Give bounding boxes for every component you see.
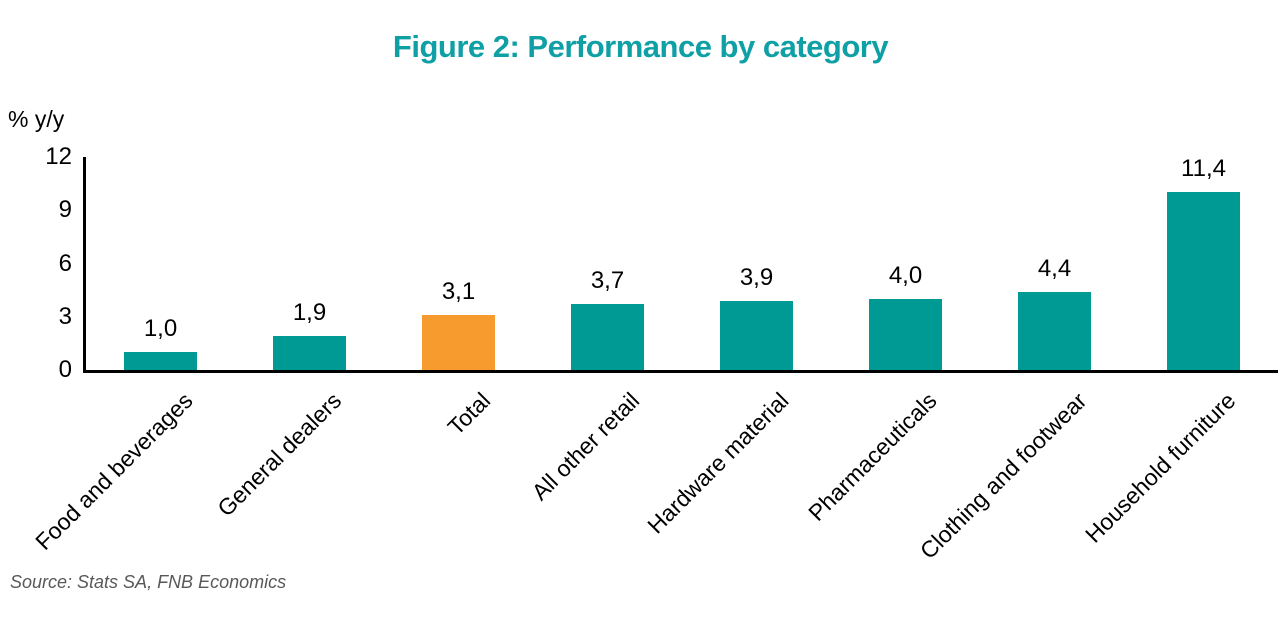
- bar-total: [422, 314, 495, 370]
- bar-group-total: 3,1: [384, 157, 533, 370]
- bar-clothing-and-footwear: [1018, 291, 1091, 370]
- bar-group-general-dealers: 1,9: [235, 157, 384, 370]
- x-axis-label-general-dealers: General dealers: [212, 387, 347, 522]
- bar-value-label-total: 3,1: [441, 277, 476, 305]
- bars: 1,0 1,9 3,1 3,7 3,9 4,0 4,4 11,4: [86, 157, 1278, 370]
- bar-group-hardware-material: 3,9: [682, 157, 831, 370]
- x-axis-labels: Food and beverages General dealers Total Al…: [30, 374, 1275, 574]
- chart-title: Figure 2: Performance by category: [392, 29, 889, 64]
- y-tick-0: 0: [58, 356, 72, 383]
- y-axis-unit-label: % y/y: [8, 106, 65, 132]
- bar-food-and-beverages: [124, 352, 197, 370]
- plot-area: 0 3 6 9 12 1,0 1,9 3,1 3,7 3,9 4,0 4,4 11,4: [45, 145, 1278, 382]
- bar-hardware-material: [720, 300, 793, 370]
- x-axis-label-food-and-beverages: Food and beverages: [29, 387, 198, 555]
- bar-value-label-all-other-retail: 3,7: [590, 267, 625, 295]
- bar-group-all-other-retail: 3,7: [533, 157, 682, 370]
- x-axis-label-household-furniture: Household furniture: [1079, 387, 1241, 548]
- source-note: Source: Stats SA, FNB Economics: [10, 572, 287, 592]
- bar-pharmaceuticals: [869, 299, 942, 370]
- bar-all-other-retail: [571, 304, 644, 370]
- y-tick-12: 12: [45, 143, 72, 170]
- bar-value-label-clothing-and-footwear: 4,4: [1037, 254, 1072, 282]
- bar-value-label-household-furniture: 11,4: [1181, 155, 1226, 182]
- bar-value-label-hardware-material: 3,9: [739, 263, 774, 291]
- y-tick-3: 3: [58, 302, 72, 330]
- bar-group-food-and-beverages: 1,0: [86, 157, 235, 370]
- bar-general-dealers: [273, 336, 346, 370]
- bar-group-clothing-and-footwear: 4,4: [980, 157, 1129, 370]
- bar-value-label-general-dealers: 1,9: [292, 299, 327, 327]
- bar-group-pharmaceuticals: 4,0: [831, 157, 980, 370]
- y-tick-9: 9: [58, 196, 72, 224]
- bar-value-label-food-and-beverages: 1,0: [143, 315, 178, 343]
- y-tick-6: 6: [58, 249, 72, 277]
- bar-household-furniture: [1167, 192, 1240, 370]
- x-axis-label-all-other-retail: All other retail: [526, 387, 645, 506]
- x-axis-label-total: Total: [442, 387, 496, 441]
- x-axis-label-clothing-and-footwear: Clothing and footwear: [914, 387, 1092, 564]
- x-axis-label-pharmaceuticals: Pharmaceuticals: [803, 387, 943, 526]
- bar-value-label-pharmaceuticals: 4,0: [888, 262, 923, 290]
- x-axis-label-hardware-material: Hardware material: [641, 387, 794, 539]
- bar-group-household-furniture: 11,4: [1129, 157, 1278, 370]
